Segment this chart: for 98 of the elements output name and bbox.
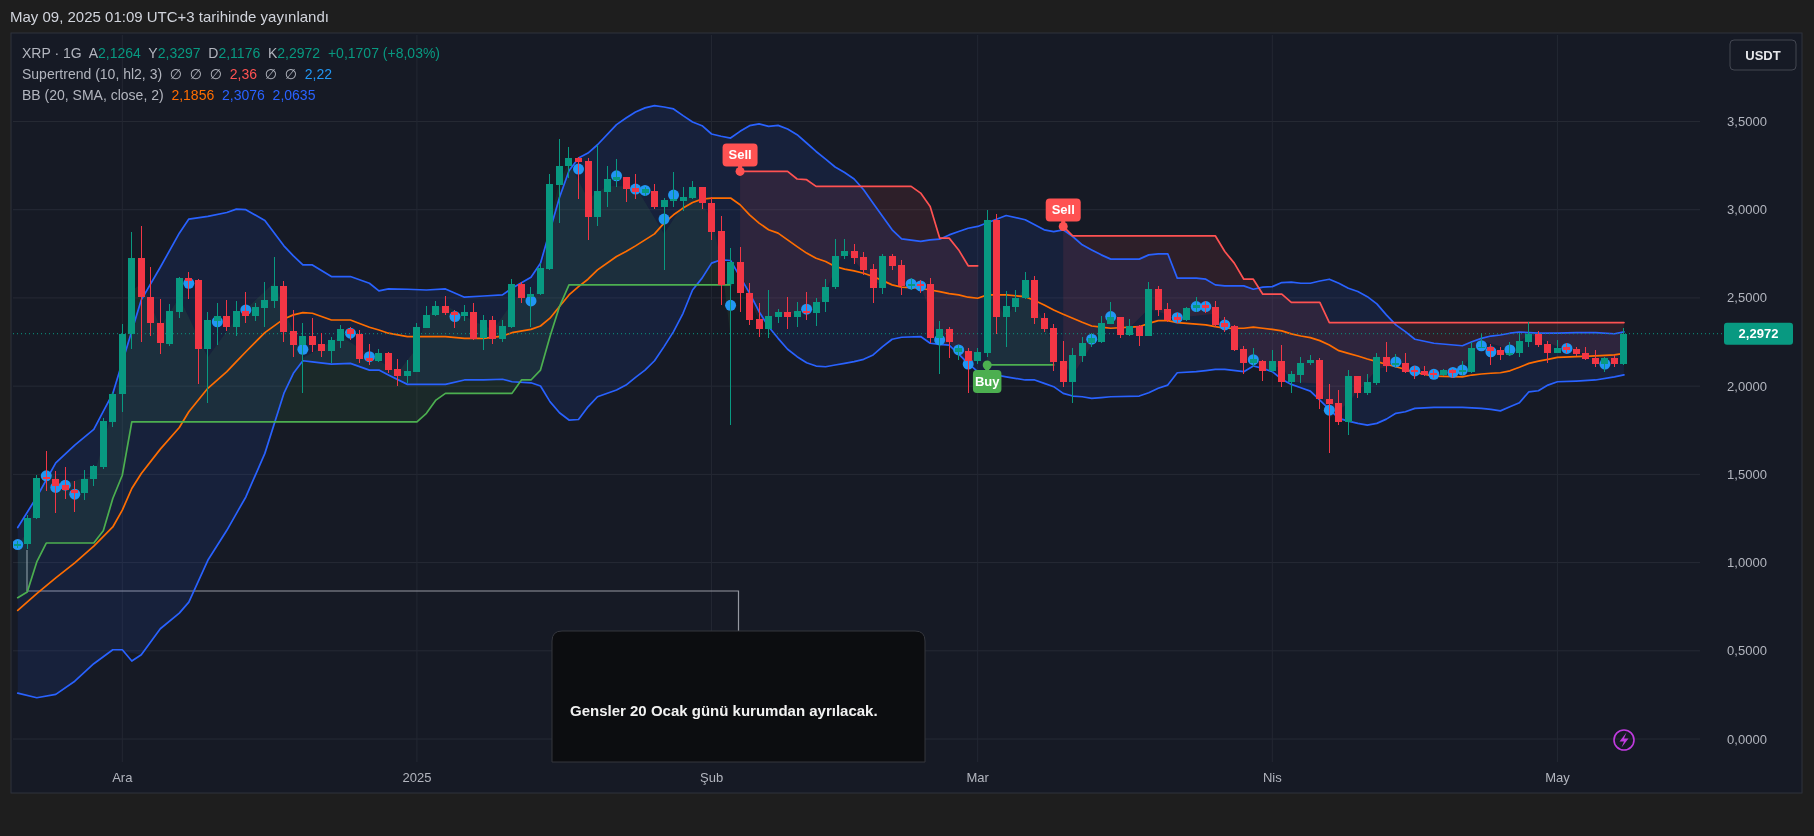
- candlestick: [756, 302, 763, 338]
- candlestick: [784, 296, 791, 330]
- candlestick: [404, 359, 411, 384]
- candlestick: [1544, 340, 1551, 364]
- candlestick: [860, 251, 867, 276]
- annotation: Buy: [974, 373, 1001, 389]
- candlestick: [1402, 352, 1409, 374]
- candlestick: [1259, 359, 1266, 382]
- annotation: Gensler 20 Ocak günü kurumdan ayrılacak.: [570, 702, 878, 719]
- candlestick: [1478, 332, 1485, 349]
- candlestick: [394, 358, 401, 387]
- annotation: Sell: [1051, 202, 1075, 218]
- x-tick-label: 2025: [402, 770, 432, 785]
- y-tick-label: 3,0000: [1727, 202, 1767, 218]
- candlestick: [1079, 336, 1086, 363]
- candlestick: [670, 171, 677, 208]
- candlestick: [328, 336, 335, 364]
- candlestick: [309, 317, 316, 353]
- candlestick: [1136, 324, 1143, 347]
- candlestick: [480, 314, 487, 351]
- candlestick: [1383, 341, 1390, 373]
- candlestick: [680, 186, 687, 212]
- candlestick: [794, 301, 801, 328]
- candlestick: [157, 298, 164, 355]
- candlestick: [1326, 383, 1333, 454]
- candlestick: [242, 291, 249, 324]
- candlestick: [1335, 389, 1342, 426]
- line-series: [16, 104, 1625, 529]
- candlestick: [1240, 345, 1247, 375]
- candlestick: [1022, 271, 1029, 300]
- candlestick: [822, 278, 829, 313]
- candlestick: [813, 297, 820, 327]
- candlestick: [290, 309, 297, 358]
- candlestick: [1278, 344, 1285, 388]
- candlestick: [214, 302, 221, 346]
- line-series: [16, 258, 1625, 699]
- candlestick: [52, 470, 59, 514]
- candlestick: [223, 299, 230, 332]
- point: [735, 166, 745, 176]
- y-tick-label: 1,0000: [1727, 555, 1767, 571]
- candlestick: [1269, 349, 1276, 373]
- candlestick: [965, 347, 972, 394]
- candlestick: [613, 158, 620, 188]
- candlestick: [385, 351, 392, 374]
- candlestick: [489, 315, 496, 345]
- candlestick: [870, 263, 877, 304]
- candlestick: [565, 146, 572, 179]
- candlestick: [1041, 312, 1048, 333]
- candlestick: [556, 138, 563, 224]
- candlestick: [936, 320, 943, 375]
- chart-title: May 09, 2025 01:09 UTC+3 tarihinde yayınlandı: [10, 8, 329, 25]
- candlestick: [1164, 302, 1171, 323]
- y-tick-label: 0,5000: [1727, 643, 1767, 659]
- x-tick-label: Nis: [1262, 770, 1283, 785]
- candlestick: [1364, 373, 1371, 396]
- candlestick: [1250, 347, 1257, 368]
- candlestick: [185, 271, 192, 300]
- candlestick: [803, 291, 810, 321]
- candlestick: [651, 183, 658, 210]
- candlestick: [318, 332, 325, 358]
- candlestick: [898, 259, 905, 296]
- point: [982, 360, 992, 370]
- text: XRP · 1G A2,1264 Y2,3297 D2,1176 K2,2972 +0,1707 (+8,03%): [22, 45, 441, 61]
- candlestick: [623, 176, 630, 203]
- candlestick: [1060, 340, 1067, 388]
- y-tick-label: 2,0000: [1727, 378, 1767, 394]
- y-tick-label: 1,5000: [1727, 466, 1767, 482]
- candlestick: [366, 343, 373, 366]
- annotation: Supertrend (10, hl2, 3) ∅ ∅ ∅ 2,36 ∅ ∅ 2,22: [22, 66, 333, 82]
- candlestick: [604, 165, 611, 208]
- candlestick: [90, 464, 97, 487]
- x-tick-label: Şub: [699, 770, 724, 785]
- annotation: BB (20, SMA, close, 2) 2,1856 2,3076 2,0635: [22, 87, 316, 103]
- candlestick: [1288, 370, 1295, 394]
- candlestick: [1297, 356, 1304, 384]
- candlestick: [518, 281, 525, 304]
- y-tick-label: 2,5000: [1727, 290, 1767, 306]
- candlestick: [1155, 285, 1162, 317]
- x-tick-label: Ara: [112, 770, 134, 785]
- candlestick: [1012, 289, 1019, 313]
- candlestick: [271, 256, 278, 309]
- ref-line-label: 2,2972: [1738, 326, 1779, 342]
- candlestick: [442, 295, 449, 316]
- candlestick: [632, 173, 639, 200]
- point: [1058, 221, 1068, 231]
- candlestick: [946, 326, 953, 359]
- x-tick-label: May: [1545, 770, 1571, 785]
- y-tick-label: 0,0000: [1727, 731, 1767, 747]
- candlestick: [62, 466, 69, 500]
- candlestick: [261, 281, 268, 328]
- y-tick-label: 3,5000: [1727, 113, 1767, 129]
- x-tick-label: Mar: [966, 770, 990, 785]
- candlestick: [43, 450, 50, 492]
- candlestick: [81, 469, 88, 501]
- annotation: Sell: [728, 147, 752, 163]
- candlestick: [851, 243, 858, 265]
- y-axis-title: USDT: [1745, 47, 1781, 63]
- candlestick: [1212, 300, 1219, 328]
